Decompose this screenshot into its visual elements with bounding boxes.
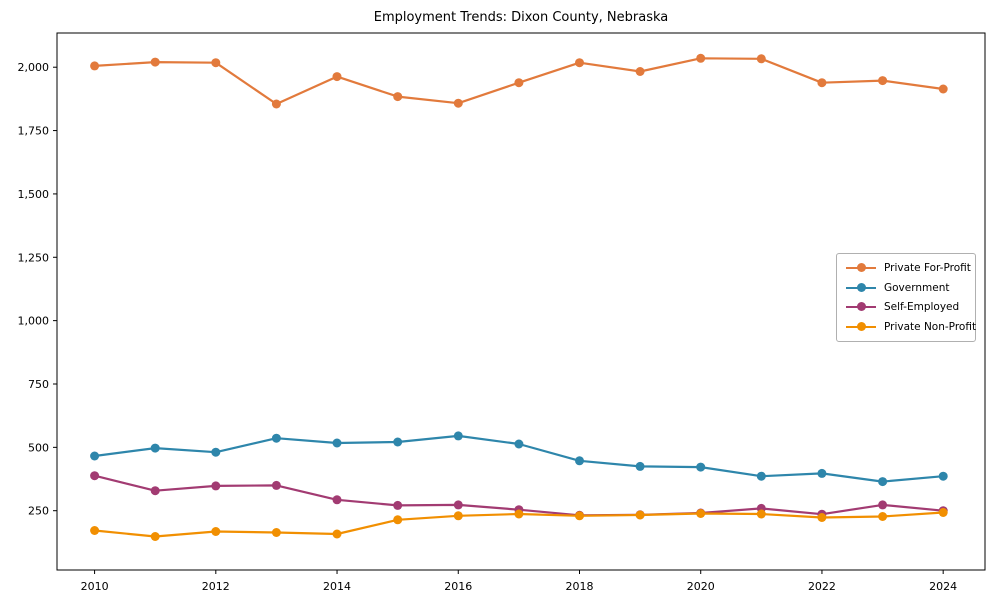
x-tick-label: 2020 (687, 580, 715, 593)
x-tick-label: 2016 (444, 580, 472, 593)
data-point (271, 528, 281, 537)
data-point (514, 78, 524, 88)
y-tick-label: 1,750 (18, 125, 50, 138)
data-point (271, 433, 281, 443)
data-point (635, 510, 645, 520)
data-point (150, 486, 160, 496)
data-point (817, 468, 827, 478)
x-tick-label: 2024 (929, 580, 957, 593)
data-point (575, 58, 584, 68)
legend-line-marker-icon (846, 282, 876, 293)
data-point (453, 511, 463, 521)
data-point (393, 515, 403, 525)
legend-line-marker-icon (846, 322, 876, 332)
data-point (150, 532, 160, 541)
legend: Private For-Profit Government Self-Employe… (836, 253, 976, 342)
data-point (393, 92, 403, 102)
data-point (635, 67, 645, 76)
data-point (756, 471, 766, 481)
data-point (756, 509, 766, 519)
y-tick-label: 500 (28, 441, 49, 454)
data-point (332, 72, 342, 82)
y-tick-label: 1,250 (18, 251, 50, 264)
data-point (817, 513, 827, 522)
data-point (575, 511, 584, 521)
x-tick-label: 2022 (808, 580, 836, 593)
data-point (878, 76, 888, 86)
data-point (453, 98, 463, 108)
data-point (878, 500, 888, 510)
legend-line-marker-icon (846, 302, 876, 312)
x-tick-label: 2018 (565, 580, 593, 593)
data-point (90, 471, 100, 481)
data-point (514, 509, 524, 519)
plot-border (56, 32, 986, 571)
data-point (271, 480, 281, 490)
data-point (332, 438, 342, 448)
data-point (453, 431, 463, 441)
legend-item-private-for-profit: Private For-Profit (846, 258, 975, 278)
data-point (211, 481, 221, 491)
data-point (211, 58, 221, 68)
data-point (150, 443, 160, 453)
x-tick-label: 2010 (81, 580, 109, 593)
legend-item-self-employed: Self-Employed (846, 298, 975, 318)
data-point (393, 437, 403, 447)
data-point (514, 439, 524, 449)
legend-item-private-non-profit: Private Non-Profit (846, 317, 977, 337)
x-tick-label: 2014 (323, 580, 351, 593)
data-point (756, 54, 766, 64)
legend-item-government: Government (846, 278, 975, 298)
legend-label: Self-Employed (884, 301, 960, 314)
legend-label: Government (884, 281, 950, 294)
data-point (332, 529, 342, 539)
data-point (696, 53, 706, 63)
data-point (150, 57, 160, 67)
data-point (635, 461, 645, 471)
data-point (938, 508, 948, 517)
y-tick-label: 250 (28, 505, 49, 518)
y-tick-label: 1,000 (18, 315, 50, 328)
data-point (575, 456, 584, 466)
data-point (90, 451, 100, 461)
data-point (393, 500, 403, 510)
data-point (878, 477, 888, 487)
data-point (211, 527, 221, 536)
legend-label: Private For-Profit (884, 261, 971, 274)
y-tick-label: 750 (28, 378, 49, 391)
y-tick-label: 1,500 (18, 188, 50, 201)
legend-line-marker-icon (846, 262, 876, 273)
data-point (332, 495, 342, 505)
data-point (696, 462, 706, 472)
y-tick-label: 2,000 (18, 61, 50, 74)
data-point (696, 509, 706, 518)
data-point (90, 61, 100, 71)
data-point (271, 99, 281, 109)
data-point (878, 512, 888, 521)
data-point (211, 447, 221, 457)
data-point (938, 471, 948, 481)
chart-title: Employment Trends: Dixon County, Nebrask… (373, 10, 669, 25)
x-tick-label: 2012 (202, 580, 230, 593)
data-point (817, 78, 827, 88)
data-point (938, 84, 948, 94)
data-point (90, 526, 100, 535)
legend-label: Private Non-Profit (884, 321, 977, 334)
data-point (453, 500, 463, 510)
